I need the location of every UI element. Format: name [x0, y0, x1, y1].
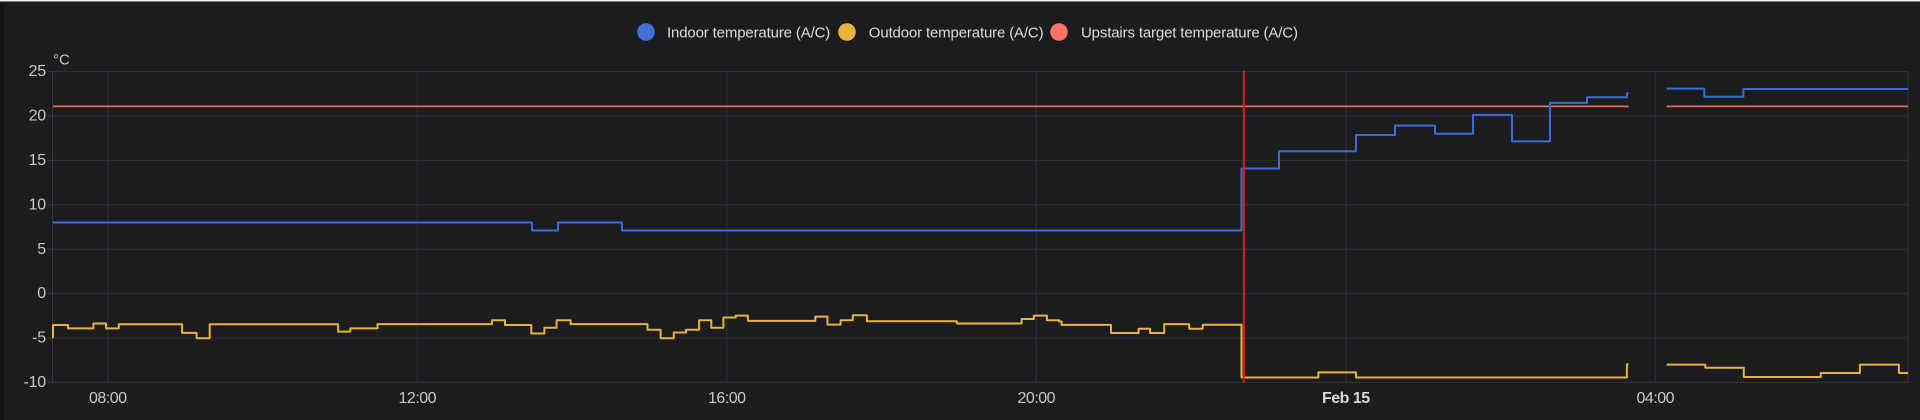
- svg-text:0: 0: [37, 285, 46, 302]
- svg-text:10: 10: [29, 196, 47, 213]
- svg-text:-5: -5: [32, 330, 46, 347]
- svg-text:20: 20: [29, 108, 47, 125]
- svg-text:Feb 15: Feb 15: [1322, 390, 1370, 407]
- svg-text:08:00: 08:00: [89, 390, 127, 407]
- svg-text:Upstairs target temperature (A: Upstairs target temperature (A/C): [1081, 25, 1298, 42]
- svg-text:04:00: 04:00: [1637, 390, 1675, 407]
- svg-text:5: 5: [37, 241, 46, 258]
- svg-text:25: 25: [29, 63, 47, 80]
- svg-text:°C: °C: [53, 52, 70, 69]
- svg-text:12:00: 12:00: [399, 390, 437, 407]
- svg-text:Outdoor temperature (A/C): Outdoor temperature (A/C): [869, 25, 1044, 42]
- svg-text:20:00: 20:00: [1018, 390, 1056, 407]
- svg-text:Indoor temperature (A/C): Indoor temperature (A/C): [667, 25, 830, 42]
- svg-text:16:00: 16:00: [708, 390, 746, 407]
- svg-text:15: 15: [29, 152, 47, 169]
- svg-text:-10: -10: [23, 374, 46, 391]
